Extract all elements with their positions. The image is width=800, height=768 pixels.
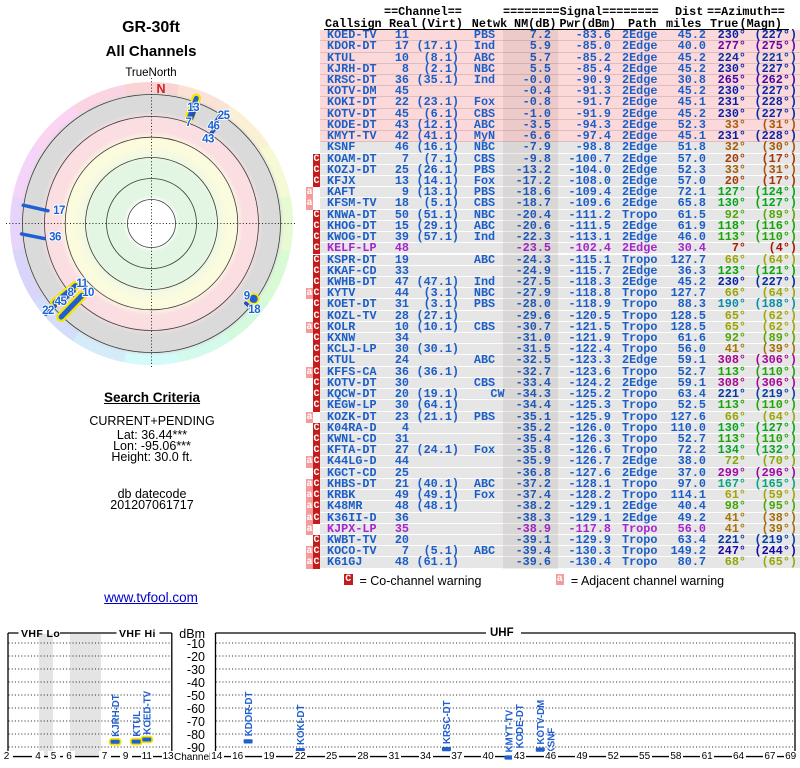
svg-text:13: 13 bbox=[187, 102, 199, 114]
svg-text:18: 18 bbox=[248, 304, 261, 316]
svg-text:KOED-TV: KOED-TV bbox=[143, 690, 154, 734]
svg-text:10: 10 bbox=[82, 287, 94, 299]
svg-text:46: 46 bbox=[208, 121, 220, 133]
svg-text:17: 17 bbox=[53, 205, 65, 217]
svg-text:11: 11 bbox=[76, 278, 88, 290]
svg-text:9: 9 bbox=[244, 290, 250, 302]
svg-text:KODE-DT: KODE-DT bbox=[515, 704, 526, 748]
svg-text:KOTV-DM: KOTV-DM bbox=[536, 700, 547, 745]
svg-text:KMYT-TV: KMYT-TV bbox=[505, 709, 516, 752]
svg-text:43: 43 bbox=[202, 133, 214, 145]
svg-text:22: 22 bbox=[42, 305, 54, 317]
svg-text:36: 36 bbox=[49, 232, 61, 244]
svg-text:45: 45 bbox=[55, 296, 68, 308]
svg-text:KJRH-DT: KJRH-DT bbox=[111, 694, 122, 737]
svg-text:KTUL: KTUL bbox=[132, 711, 143, 737]
svg-text:25: 25 bbox=[218, 110, 231, 122]
svg-text:KDOR-DT: KDOR-DT bbox=[244, 692, 255, 737]
svg-text:KOKI-DT: KOKI-DT bbox=[296, 705, 307, 745]
svg-text:8: 8 bbox=[68, 287, 75, 299]
svg-text:7: 7 bbox=[186, 117, 192, 129]
svg-text:KRSC-DT: KRSC-DT bbox=[442, 700, 453, 744]
svg-text:N: N bbox=[156, 82, 165, 96]
svg-text:KSNF: KSNF bbox=[546, 728, 557, 754]
